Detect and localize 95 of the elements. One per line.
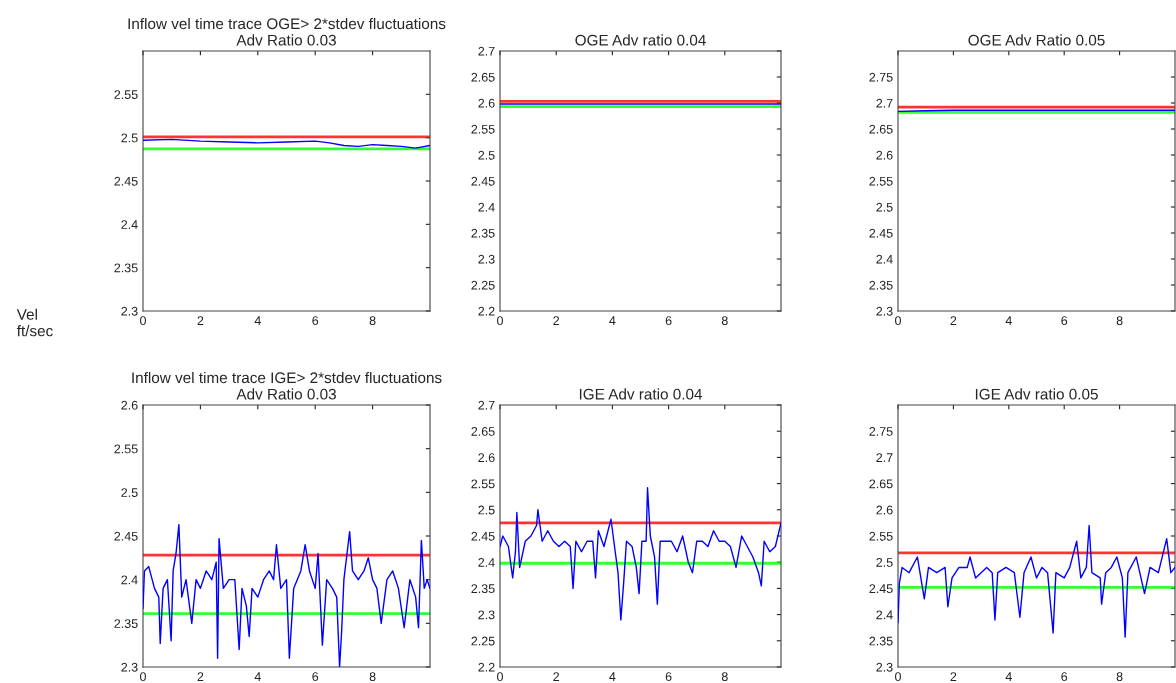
y-tick-label: 2.35 bbox=[114, 619, 138, 628]
y-tick-label: 2.4 bbox=[121, 575, 138, 585]
y-tick-label: 2.5 bbox=[876, 202, 893, 212]
x-tick-label: 2 bbox=[197, 316, 204, 325]
x-tick-label: 4 bbox=[254, 316, 261, 325]
x-tick-label: 6 bbox=[1061, 316, 1068, 326]
y-tick-label: 2.55 bbox=[471, 479, 495, 489]
x-tick-label: 8 bbox=[369, 672, 376, 682]
y-tick-label: 2.55 bbox=[114, 90, 138, 99]
y-tick-label: 2.7 bbox=[876, 453, 893, 462]
chart-title: Inflow vel time trace IGE> 2*stdev fluctuations Adv Ratio 0.03 bbox=[132, 371, 442, 400]
x-tick-label: 0 bbox=[895, 316, 901, 326]
y-tick-label: 2.55 bbox=[869, 176, 893, 186]
x-tick-label: 2 bbox=[950, 316, 957, 325]
y-tick-label: 2.3 bbox=[876, 306, 893, 316]
x-tick-label: 6 bbox=[1061, 672, 1068, 682]
y-tick-label: 2.55 bbox=[114, 444, 138, 454]
y-tick-label: 2.35 bbox=[471, 228, 495, 238]
y-tick-label: 2.4 bbox=[121, 220, 138, 229]
y-tick-label: 2.7 bbox=[478, 46, 495, 56]
y-tick-label: 2.6 bbox=[876, 150, 893, 160]
x-tick-label: 2 bbox=[950, 672, 957, 681]
y-tick-label: 2.6 bbox=[478, 453, 495, 463]
y-tick-label: 2.65 bbox=[471, 427, 495, 436]
x-tick-label: 4 bbox=[1005, 316, 1012, 325]
y-tick-label: 2.35 bbox=[869, 280, 893, 290]
y-tick-label: 2.25 bbox=[471, 280, 495, 290]
x-tick-label: 4 bbox=[609, 672, 616, 681]
y-tick-label: 2.5 bbox=[478, 150, 495, 160]
y-tick-label: 2.5 bbox=[876, 558, 893, 567]
y-tick-label: 2.35 bbox=[114, 263, 138, 273]
y-axis-title: Vel ft/sec bbox=[16, 308, 53, 337]
y-tick-label: 2.3 bbox=[478, 254, 495, 264]
x-tick-label: 6 bbox=[312, 672, 319, 682]
y-tick-label: 2.25 bbox=[471, 636, 495, 646]
chart-title: IGE Adv ratio 0.05 bbox=[975, 388, 1098, 400]
x-tick-label: 2 bbox=[553, 672, 560, 681]
y-tick-label: 2.4 bbox=[478, 558, 495, 567]
x-tick-label: 6 bbox=[665, 672, 672, 682]
x-tick-label: 8 bbox=[1116, 316, 1123, 326]
y-tick-label: 2.4 bbox=[478, 202, 495, 212]
y-tick-label: 2.2 bbox=[478, 306, 495, 316]
x-tick-label: 8 bbox=[1116, 672, 1123, 682]
y-tick-label: 2.45 bbox=[471, 531, 495, 541]
y-tick-label: 2.3 bbox=[121, 662, 138, 672]
line-series bbox=[898, 524, 1175, 638]
x-tick-label: 8 bbox=[721, 316, 728, 326]
y-tick-label: 2.5 bbox=[478, 505, 495, 515]
chart-title: IGE Adv ratio 0.04 bbox=[579, 388, 703, 400]
y-tick-label: 2.4 bbox=[876, 254, 893, 264]
y-tick-label: 2.5 bbox=[121, 133, 138, 143]
y-tick-label: 2.45 bbox=[869, 228, 893, 238]
y-tick-label: 2.4 bbox=[876, 610, 893, 620]
y-tick-label: 2.6 bbox=[876, 505, 893, 515]
y-tick-label: 2.35 bbox=[471, 584, 495, 594]
x-tick-label: 4 bbox=[609, 316, 616, 325]
y-tick-label: 2.3 bbox=[876, 662, 893, 672]
y-tick-label: 2.75 bbox=[869, 72, 893, 82]
y-tick-label: 2.35 bbox=[869, 636, 893, 646]
line-series bbox=[143, 138, 430, 149]
x-tick-label: 4 bbox=[254, 672, 261, 681]
y-tick-label: 2.55 bbox=[471, 124, 495, 134]
y-tick-label: 2.2 bbox=[478, 662, 495, 672]
y-tick-label: 2.65 bbox=[869, 124, 893, 134]
y-tick-label: 2.7 bbox=[876, 98, 893, 108]
y-tick-label: 2.65 bbox=[869, 479, 893, 489]
x-tick-label: 0 bbox=[497, 672, 503, 682]
chart-title: OGE Adv ratio 0.04 bbox=[575, 34, 706, 46]
y-tick-label: 2.5 bbox=[121, 488, 138, 497]
x-tick-label: 0 bbox=[140, 672, 146, 682]
y-tick-label: 2.45 bbox=[114, 531, 138, 541]
y-tick-label: 2.45 bbox=[869, 584, 893, 594]
y-tick-label: 2.6 bbox=[121, 400, 138, 410]
x-tick-label: 0 bbox=[895, 672, 901, 682]
x-tick-label: 2 bbox=[197, 672, 204, 681]
y-tick-label: 2.65 bbox=[471, 72, 495, 82]
y-tick-label: 2.55 bbox=[869, 531, 893, 541]
y-tick-label: 2.3 bbox=[478, 610, 495, 620]
x-tick-label: 8 bbox=[369, 316, 376, 326]
y-tick-label: 2.7 bbox=[478, 400, 495, 410]
y-tick-label: 2.45 bbox=[114, 176, 138, 186]
x-tick-label: 0 bbox=[140, 316, 146, 326]
chart-title: Inflow vel time trace OGE> 2*stdev fluctuations Adv Ratio 0.03 bbox=[128, 17, 446, 46]
x-tick-label: 8 bbox=[721, 672, 728, 682]
x-tick-label: 0 bbox=[497, 316, 503, 326]
y-tick-label: 2.6 bbox=[478, 98, 495, 108]
chart-title: OGE Adv Ratio 0.05 bbox=[968, 34, 1105, 46]
x-tick-label: 4 bbox=[1005, 672, 1012, 681]
y-tick-label: 2.45 bbox=[471, 176, 495, 186]
line-series bbox=[500, 487, 781, 621]
y-tick-label: 2.75 bbox=[869, 427, 893, 436]
x-tick-label: 6 bbox=[312, 316, 319, 326]
y-tick-label: 2.3 bbox=[121, 306, 138, 316]
x-tick-label: 2 bbox=[553, 316, 560, 325]
x-tick-label: 6 bbox=[665, 316, 672, 326]
